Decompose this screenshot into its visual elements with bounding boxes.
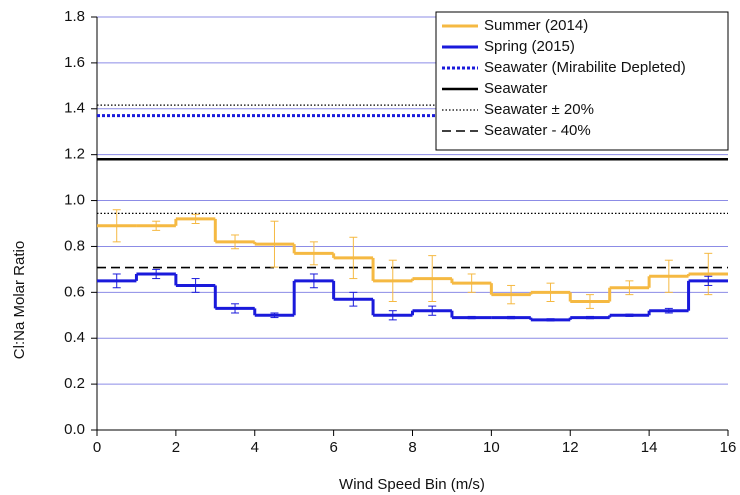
x-tick-label: 10: [483, 439, 500, 456]
y-tick-label: 0.4: [64, 329, 85, 346]
y-tick-label: 0.6: [64, 283, 85, 300]
y-tick-label: 0.8: [64, 237, 85, 254]
legend-label: Seawater (Mirabilite Depleted): [484, 59, 686, 76]
y-tick-label: 1.6: [64, 54, 85, 71]
y-tick-label: 1.2: [64, 146, 85, 163]
legend-label: Seawater ± 20%: [484, 101, 594, 118]
x-axis-title: Wind Speed Bin (m/s): [339, 476, 485, 493]
x-tick-label: 16: [720, 439, 737, 456]
legend-box: [435, 11, 729, 151]
x-tick-label: 6: [329, 439, 337, 456]
legend-label: Seawater: [484, 80, 547, 97]
legend-label: Seawater - 40%: [484, 122, 591, 139]
x-tick-label: 2: [172, 439, 180, 456]
legend-label: Spring (2015): [484, 38, 575, 55]
x-tick-label: 14: [641, 439, 658, 456]
x-tick-label: 0: [93, 439, 101, 456]
x-tick-label: 12: [562, 439, 579, 456]
y-tick-label: 1.0: [64, 192, 85, 209]
legend-label: Summer (2014): [484, 17, 588, 34]
y-tick-label: 1.8: [64, 8, 85, 25]
y-tick-label: 0.2: [64, 375, 85, 392]
x-tick-label: 4: [251, 439, 259, 456]
y-axis-title: Cl:Na Molar Ratio: [11, 241, 28, 359]
x-tick-label: 8: [408, 439, 416, 456]
y-tick-label: 1.4: [64, 100, 85, 117]
y-tick-label: 0.0: [64, 421, 85, 438]
